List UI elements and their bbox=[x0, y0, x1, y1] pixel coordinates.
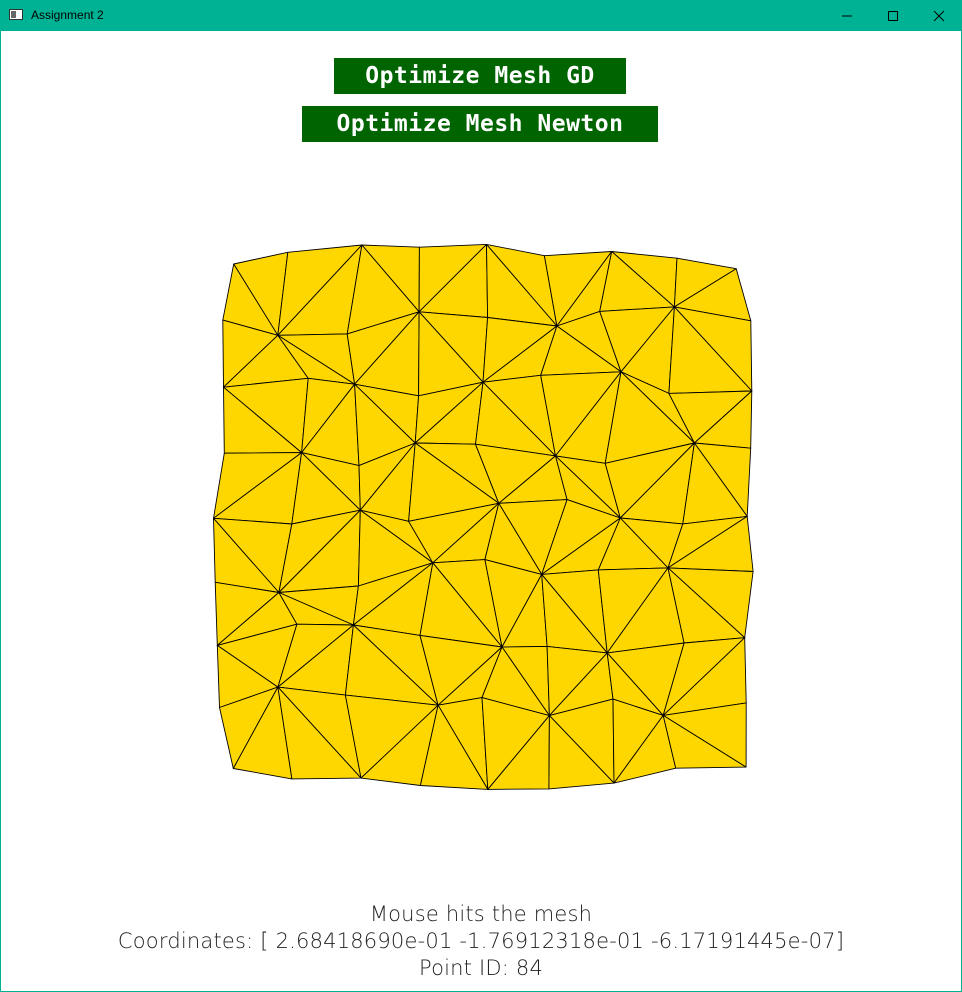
app-icon bbox=[9, 9, 23, 20]
mesh-triangle[interactable] bbox=[662, 714, 747, 769]
mesh-triangle[interactable] bbox=[277, 686, 362, 780]
window-title: Assignment 2 bbox=[31, 8, 104, 22]
minimize-button[interactable] bbox=[824, 0, 870, 31]
mesh-triangle[interactable] bbox=[419, 704, 489, 790]
coordinates-text: Coordinates: [ 2.68418690e-01 -1.7691231… bbox=[117, 929, 845, 953]
viewport[interactable]: Optimize Mesh GD Optimize Mesh Newton Mo… bbox=[1, 31, 961, 991]
triangle-mesh[interactable] bbox=[1, 31, 961, 991]
optimize-mesh-gd-button[interactable]: Optimize Mesh GD bbox=[334, 58, 626, 94]
close-button[interactable] bbox=[916, 0, 962, 31]
hit-status-text: Mouse hits the mesh bbox=[369, 902, 593, 926]
mesh-triangle[interactable] bbox=[548, 715, 615, 790]
maximize-button[interactable] bbox=[870, 0, 916, 31]
maximize-icon bbox=[888, 10, 898, 21]
point-id-text: Point ID: 84 bbox=[418, 956, 544, 980]
minimize-icon bbox=[842, 15, 852, 16]
close-icon bbox=[933, 10, 945, 21]
title-bar[interactable]: Assignment 2 bbox=[0, 0, 962, 31]
optimize-mesh-newton-button[interactable]: Optimize Mesh Newton bbox=[302, 106, 658, 142]
